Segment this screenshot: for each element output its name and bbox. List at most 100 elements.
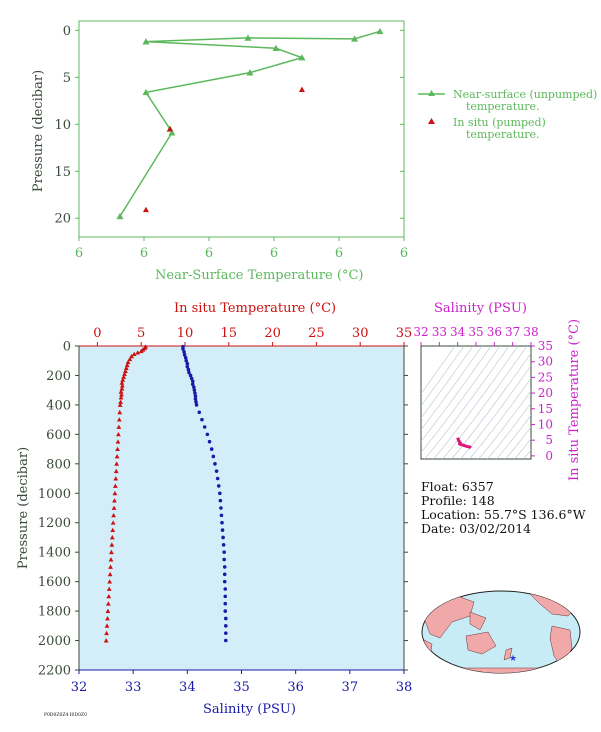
- salinity-point: [223, 594, 228, 599]
- ts-temperature-tick-label: 35: [538, 339, 553, 353]
- in-situ-point: [298, 86, 305, 92]
- legend-label-pumped-2: temperature.: [466, 128, 540, 141]
- salinity-point: [190, 379, 195, 384]
- density-contour: [460, 365, 531, 459]
- near-surface-x-tick-label: 6: [400, 246, 408, 261]
- density-contour: [469, 377, 531, 459]
- profile-date: Date: 03/02/2014: [421, 521, 531, 536]
- pressure-tick-label: 2000: [38, 634, 71, 649]
- pressure-tick-label: 800: [46, 457, 71, 472]
- salinity-point: [219, 506, 223, 510]
- legend-label-unpumped-1: Near-surface (unpumped): [453, 88, 597, 101]
- salinity-tick-label: 36: [287, 680, 304, 695]
- temperature-point: [115, 439, 121, 444]
- near-surface-point: [116, 212, 124, 220]
- profile-pressure-ticks: 0 200 400 600 800 1000 1200 1400 1600 1800 2000 220…: [38, 340, 408, 679]
- salinity-point: [209, 447, 214, 451]
- legend-marker-pumped: [428, 118, 435, 124]
- temperature-point: [106, 593, 112, 599]
- temperature-point: [122, 371, 127, 376]
- ts-series: [456, 437, 472, 450]
- near-surface-y-axis-label: Pressure (decibar): [31, 70, 46, 192]
- temperature-point: [112, 498, 117, 503]
- near-surface-y-tick-label: 0: [63, 24, 71, 39]
- ts-salinity-tick-label: 37: [505, 325, 520, 339]
- temperature-point: [119, 380, 125, 385]
- profile-panel: 0 5 10 15 20 25 30 35 32 33 34 35 36 37 38 0 200 400 600…: [16, 301, 412, 717]
- salinity-point: [207, 439, 212, 444]
- salinity-point: [218, 498, 223, 503]
- density-contour: [478, 390, 531, 459]
- temperature-point: [113, 468, 119, 474]
- salinity-point: [193, 391, 197, 395]
- temperature-point: [113, 476, 119, 481]
- temperature-point: [111, 505, 117, 510]
- pressure-tick-label: 0: [63, 340, 71, 355]
- salinity-point: [194, 400, 198, 404]
- near-surface-y-tick-label: 20: [54, 212, 71, 227]
- pressure-tick-label: 400: [46, 398, 71, 413]
- temperature-point: [106, 586, 112, 591]
- temperature-point: [103, 638, 109, 643]
- salinity-tick-label: 33: [125, 680, 142, 695]
- temperature-point: [115, 446, 120, 452]
- density-contour: [442, 346, 528, 459]
- salinity-point: [223, 609, 228, 613]
- salinity-point: [185, 361, 190, 366]
- density-contour: [451, 352, 531, 459]
- near-surface-line: [119, 30, 381, 217]
- ts-profile-line: [456, 437, 472, 450]
- near-surface-point: [376, 27, 384, 35]
- salinity-point: [222, 572, 227, 577]
- ts-temperature-tick-label: 25: [538, 370, 553, 384]
- near-surface-plot-frame: [78, 20, 405, 238]
- ts-salinity-tick-label: 33: [432, 325, 447, 339]
- temperature-tick-label: 0: [93, 326, 101, 341]
- temperature-tick-label: 15: [221, 326, 238, 341]
- world-map-icon: ★: [421, 590, 581, 674]
- profile-series: [103, 344, 228, 643]
- temperature-point: [117, 409, 123, 415]
- legend-label-pumped-1: In situ (pumped): [453, 116, 546, 129]
- near-surface-point: [142, 88, 150, 96]
- map-antarctica: [439, 667, 561, 673]
- salinity-point: [211, 454, 216, 459]
- temperature-point: [125, 359, 131, 365]
- density-contour: [421, 346, 483, 431]
- salinity-point: [192, 385, 196, 390]
- temperature-point: [120, 377, 126, 382]
- map-indonesia: [469, 611, 487, 631]
- salinity-point: [192, 388, 197, 392]
- legend-label-unpumped-2: temperature.: [466, 100, 540, 113]
- temperature-point: [114, 454, 120, 459]
- float-info-block: Float: 6357 Profile: 148 Location: 55.7°…: [421, 479, 586, 536]
- pressure-tick-label: 1400: [38, 546, 71, 561]
- ts-temperature-tick-label: 10: [538, 417, 553, 431]
- salinity-point: [223, 631, 228, 635]
- near-surface-y-ticks: 0 5 10 15 20: [54, 24, 404, 227]
- in-situ-point: [142, 206, 149, 213]
- temperature-point: [104, 630, 109, 636]
- temperature-tick-label: 5: [137, 326, 145, 341]
- salinity-point: [214, 469, 219, 473]
- density-contour: [421, 346, 474, 419]
- temperature-point: [112, 483, 118, 488]
- temperature-point: [127, 356, 133, 362]
- ts-plot-frame: [420, 345, 532, 460]
- temperature-point: [118, 399, 124, 404]
- density-contour: [421, 346, 456, 395]
- profile-number: Profile: 148: [421, 493, 495, 508]
- temperature-point: [108, 557, 114, 562]
- temperature-point: [131, 351, 137, 357]
- pressure-tick-label: 2200: [38, 664, 71, 679]
- salinity-point: [188, 373, 193, 378]
- temperature-point: [119, 386, 125, 391]
- salinity-point: [215, 476, 220, 481]
- temperature-tick-label: 30: [352, 326, 369, 341]
- density-contour: [487, 402, 531, 459]
- density-contour: [421, 346, 501, 453]
- profile-temperature-axis-label: In situ Temperature (°C): [174, 301, 336, 316]
- ts-salinity-ticks: 32 33 34 35 36 37 38: [413, 325, 539, 346]
